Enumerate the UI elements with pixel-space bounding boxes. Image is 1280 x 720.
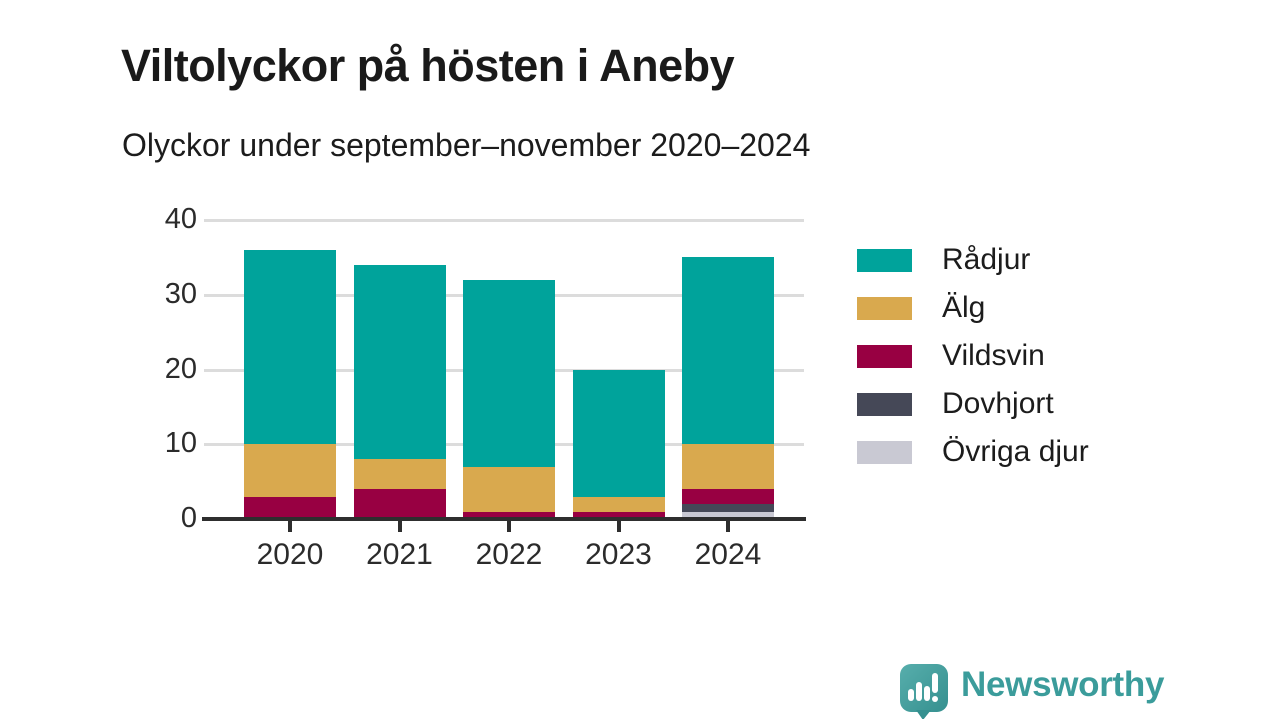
legend-label-Rådjur: Rådjur xyxy=(942,243,1031,276)
bar-segment-2024-Övriga djur xyxy=(682,511,774,519)
bar-segment-2024-Vildsvin xyxy=(682,489,774,505)
x-axis-line xyxy=(202,517,806,521)
x-axis-tick-label-2022: 2022 xyxy=(475,538,543,571)
speech-bubble-bar-chart-icon xyxy=(900,664,948,719)
bar-segment-2021-Älg xyxy=(353,459,446,490)
y-axis-tick-label-30: 30 xyxy=(164,277,197,310)
x-axis-tick-2024 xyxy=(726,521,730,532)
legend-label-Älg: Älg xyxy=(942,291,986,324)
x-axis-tick-2020 xyxy=(288,521,292,532)
y-axis-tick-label-10: 10 xyxy=(164,427,197,460)
x-axis-tick-label-2024: 2024 xyxy=(694,538,762,571)
x-axis-tick-2021 xyxy=(397,521,402,532)
x-axis-tick-2022 xyxy=(507,521,511,532)
legend-label-Dovhjort: Dovhjort xyxy=(942,387,1054,420)
bar-segment-2024-Älg xyxy=(682,444,774,490)
legend-item-Dovhjort: Dovhjort xyxy=(857,380,1089,428)
y-axis-tick-label-0: 0 xyxy=(180,501,197,534)
gridline-40 xyxy=(204,219,804,222)
legend-label-Övriga djur: Övriga djur xyxy=(942,435,1089,468)
legend-item-Rådjur: Rådjur xyxy=(857,236,1089,284)
bar-segment-2022-Rådjur xyxy=(463,279,555,467)
bar-segment-2024-Rådjur xyxy=(682,257,774,445)
bar-segment-2023-Rådjur xyxy=(572,369,665,497)
legend: Rådjur Älg Vildsvin Dovhjort Övriga djur xyxy=(857,236,1089,476)
x-axis-tick-label-2023: 2023 xyxy=(585,538,652,571)
bar-segment-2022-Älg xyxy=(463,466,555,512)
legend-swatch-Älg xyxy=(857,296,912,320)
legend-item-Övriga djur: Övriga djur xyxy=(857,428,1089,476)
legend-swatch-Rådjur xyxy=(857,248,912,272)
chart-subtitle: Olyckor under september–november 2020–20… xyxy=(122,127,811,163)
bar-segment-2021-Rådjur xyxy=(353,264,446,460)
brand-name: Newsworthy xyxy=(961,665,1165,704)
legend-item-Älg: Älg xyxy=(857,284,1089,332)
legend-item-Vildsvin: Vildsvin xyxy=(857,332,1089,380)
bar-segment-2020-Rådjur xyxy=(244,249,336,445)
x-axis-tick-2023 xyxy=(616,521,621,532)
y-axis-tick-label-20: 20 xyxy=(164,352,197,385)
newsworthy-logo: Newsworthy xyxy=(897,661,1164,719)
legend-label-Vildsvin: Vildsvin xyxy=(942,339,1045,372)
legend-swatch-Övriga djur xyxy=(857,440,912,464)
bar-segment-2021-Vildsvin xyxy=(353,489,446,519)
x-axis-tick-label-2020: 2020 xyxy=(256,538,324,571)
y-axis-tick-label-40: 40 xyxy=(164,202,197,235)
chart-title: Viltolyckor på hösten i Aneby xyxy=(121,40,735,92)
bar-segment-2022-Vildsvin xyxy=(463,511,555,519)
bar-segment-2020-Älg xyxy=(244,444,336,497)
bar-segment-2023-Vildsvin xyxy=(572,511,665,519)
bar-segment-2023-Älg xyxy=(572,496,665,512)
bar-segment-2020-Vildsvin xyxy=(244,496,336,519)
legend-swatch-Vildsvin xyxy=(857,344,912,368)
legend-swatch-Dovhjort xyxy=(857,392,912,416)
x-axis-tick-label-2021: 2021 xyxy=(366,538,433,571)
bar-segment-2024-Dovhjort xyxy=(682,504,774,512)
